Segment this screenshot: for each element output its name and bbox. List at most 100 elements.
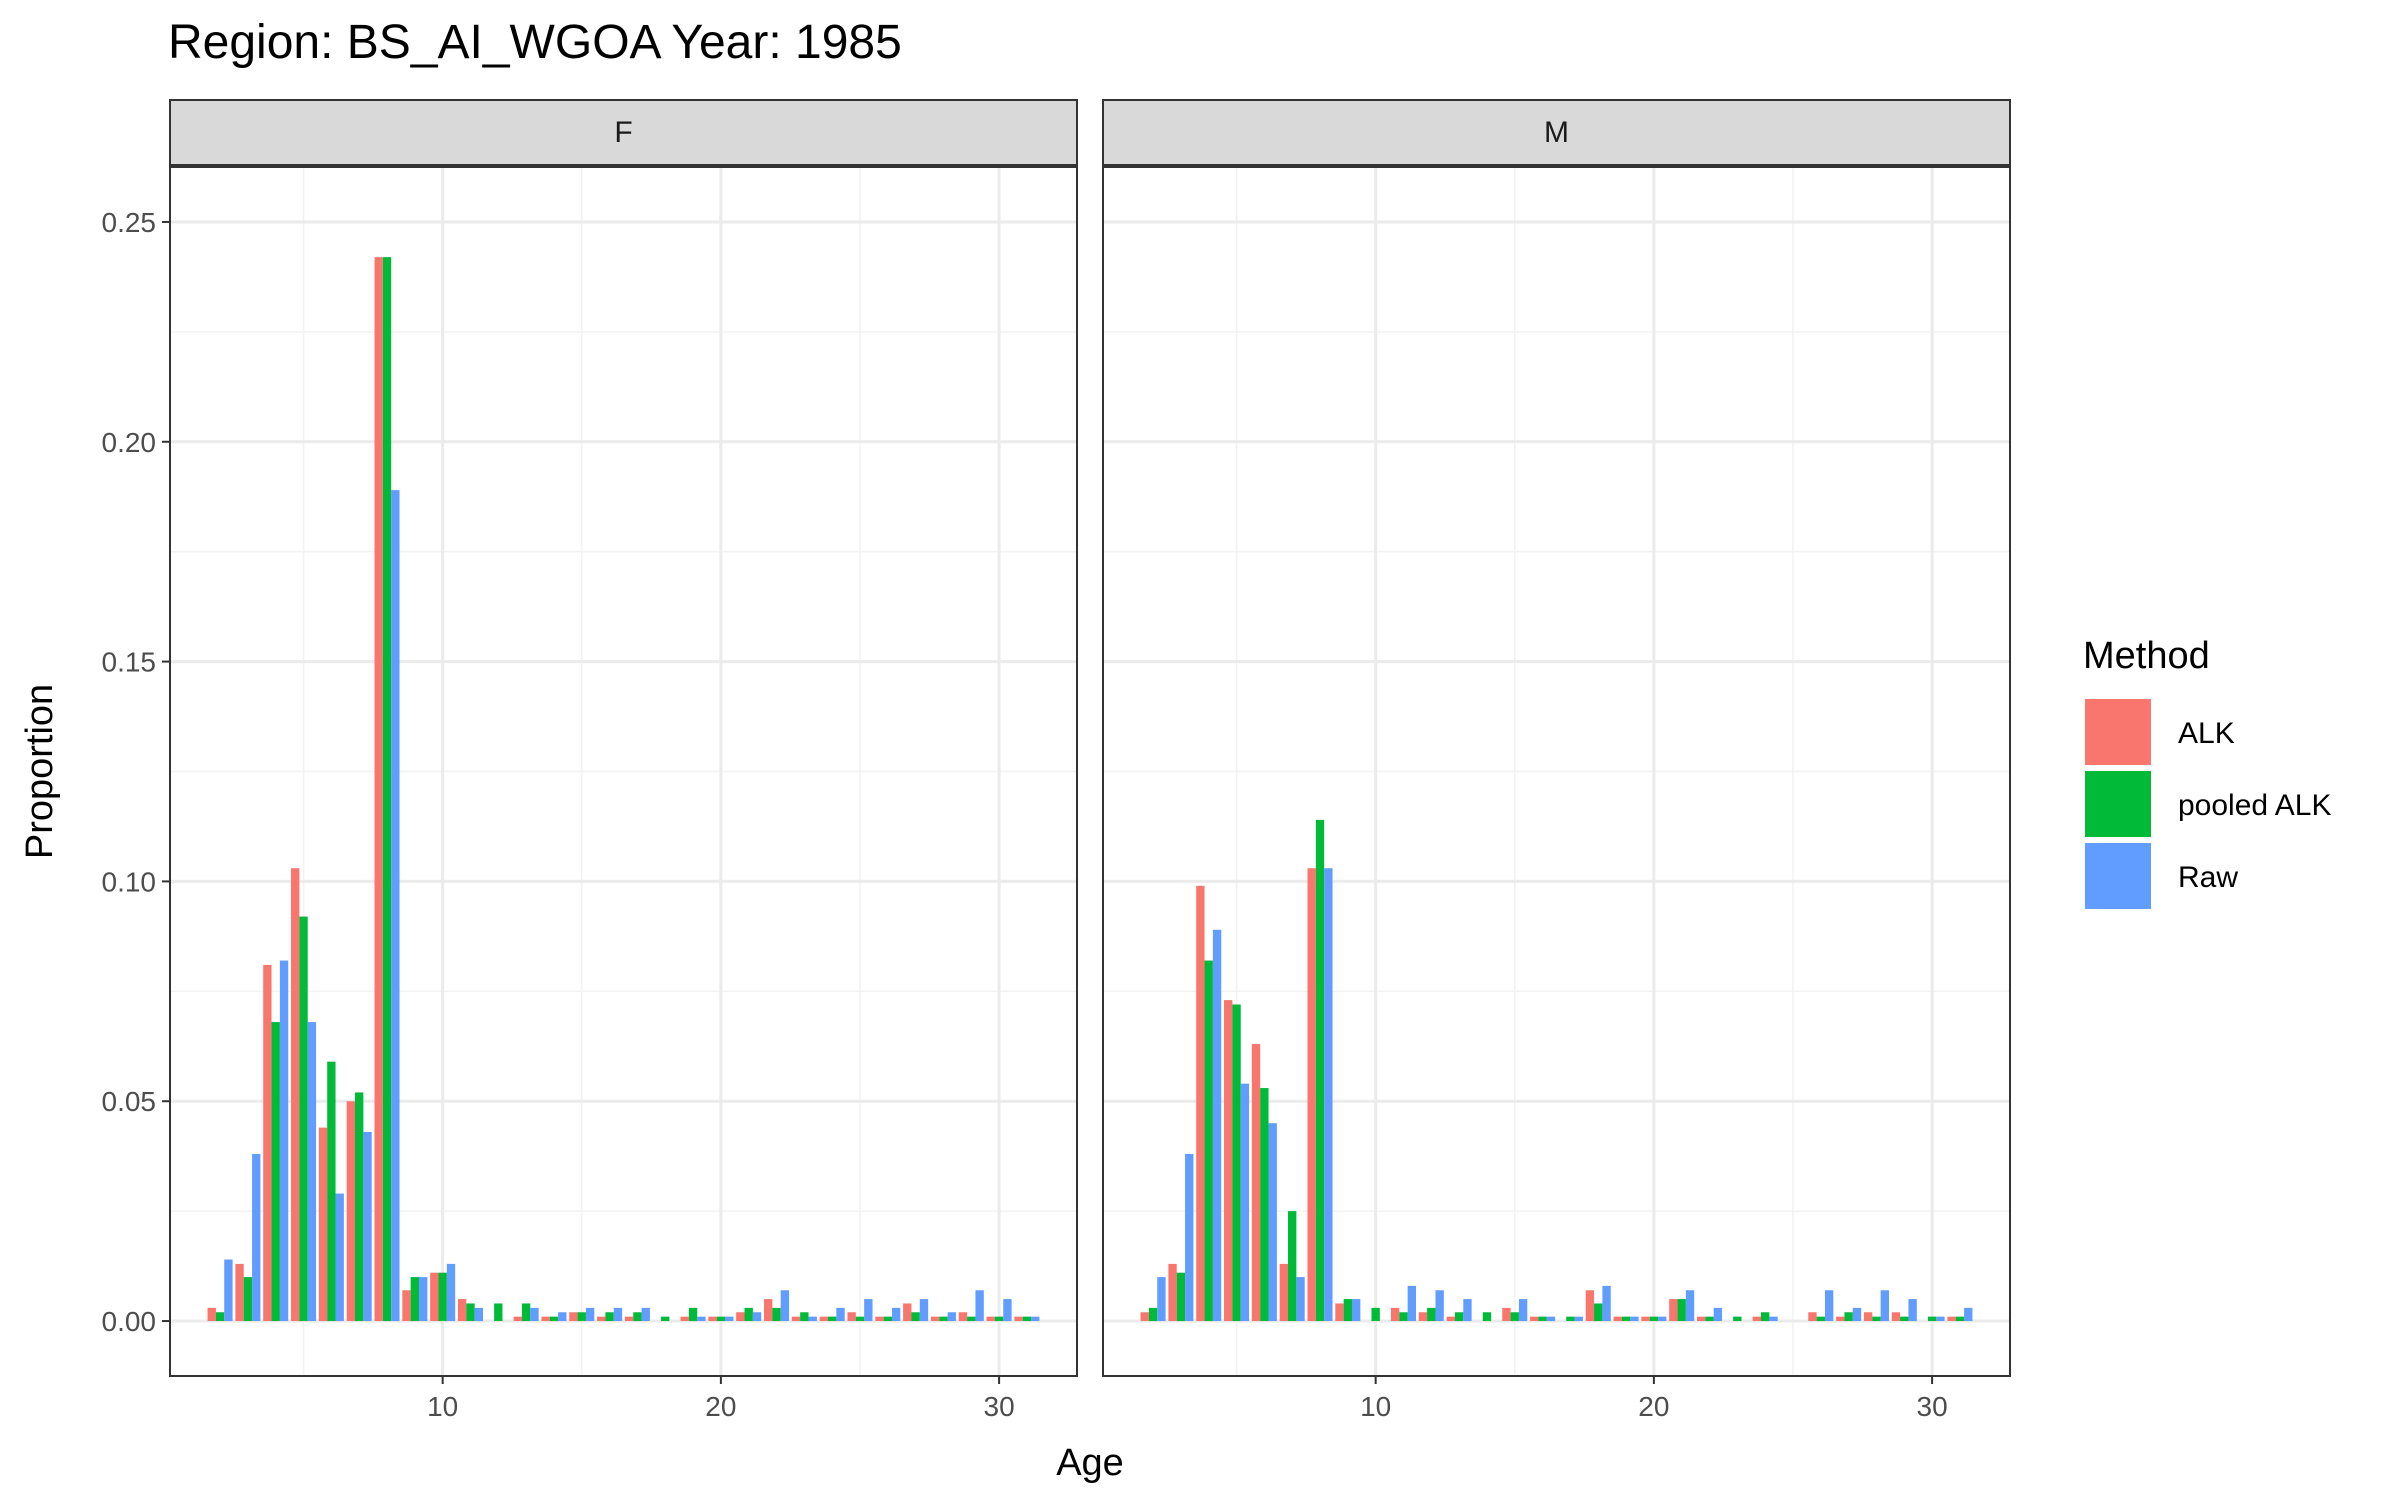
bar-M-raw-age-27 xyxy=(1853,1308,1861,1321)
bar-F-alk-age-25 xyxy=(847,1312,855,1321)
bar-F-alk-age-29 xyxy=(959,1312,967,1321)
bar-M-alk-age-4 xyxy=(1196,886,1204,1321)
bar-M-alk-age-3 xyxy=(1168,1264,1176,1321)
bar-M-pooled-alk-age-20 xyxy=(1650,1317,1658,1321)
bar-F-pooled-alk-age-20 xyxy=(717,1317,725,1321)
bar-M-alk-age-11 xyxy=(1391,1308,1399,1321)
bar-M-raw-age-26 xyxy=(1825,1290,1833,1321)
bar-M-alk-age-31 xyxy=(1947,1317,1955,1321)
bar-M-pooled-alk-age-21 xyxy=(1678,1299,1686,1321)
bar-M-raw-age-19 xyxy=(1630,1317,1638,1321)
bar-F-alk-age-31 xyxy=(1014,1317,1022,1321)
bar-M-raw-age-16 xyxy=(1547,1317,1555,1321)
bar-F-alk-age-4 xyxy=(263,965,271,1321)
bar-F-raw-age-23 xyxy=(809,1317,817,1321)
bar-M-pooled-alk-age-4 xyxy=(1205,961,1213,1322)
bar-M-raw-age-9 xyxy=(1352,1299,1360,1321)
bar-F-raw-age-28 xyxy=(948,1312,956,1321)
bar-F-pooled-alk-age-3 xyxy=(244,1277,252,1321)
bar-M-alk-age-27 xyxy=(1836,1317,1844,1321)
bar-F-raw-age-17 xyxy=(642,1308,650,1321)
bar-F-pooled-alk-age-30 xyxy=(995,1317,1003,1321)
bar-M-pooled-alk-age-24 xyxy=(1761,1312,1769,1321)
bar-M-pooled-alk-age-29 xyxy=(1900,1317,1908,1321)
bar-F-pooled-alk-age-17 xyxy=(633,1312,641,1321)
bar-F-pooled-alk-age-8 xyxy=(383,257,391,1321)
bar-F-raw-age-7 xyxy=(363,1132,371,1321)
bar-M-alk-age-24 xyxy=(1753,1317,1761,1321)
bar-M-raw-age-18 xyxy=(1602,1286,1610,1321)
bar-F-raw-age-5 xyxy=(308,1022,316,1321)
bar-M-pooled-alk-age-12 xyxy=(1427,1308,1435,1321)
bar-F-pooled-alk-age-16 xyxy=(605,1312,613,1321)
bar-F-alk-age-21 xyxy=(736,1312,744,1321)
bar-F-alk-age-15 xyxy=(569,1312,577,1321)
x-tick-label: 30 xyxy=(1917,1391,1948,1422)
bar-M-pooled-alk-age-5 xyxy=(1232,1005,1240,1322)
bar-F-alk-age-3 xyxy=(235,1264,243,1321)
bar-F-raw-age-8 xyxy=(391,490,399,1321)
legend-label: ALK xyxy=(2178,717,2235,750)
bar-M-pooled-alk-age-16 xyxy=(1538,1317,1546,1321)
bar-M-raw-age-22 xyxy=(1714,1308,1722,1321)
bar-F-raw-age-26 xyxy=(892,1308,900,1321)
bar-M-alk-age-18 xyxy=(1586,1290,1594,1321)
bar-F-alk-age-11 xyxy=(458,1299,466,1321)
bar-M-pooled-alk-age-30 xyxy=(1928,1317,1936,1321)
legend-key-raw xyxy=(2085,843,2151,909)
bar-M-pooled-alk-age-18 xyxy=(1594,1303,1602,1321)
bar-M-raw-age-30 xyxy=(1936,1317,1944,1321)
bar-F-alk-age-17 xyxy=(625,1317,633,1321)
bar-M-alk-age-15 xyxy=(1502,1308,1510,1321)
bar-F-raw-age-3 xyxy=(252,1154,260,1321)
bar-F-alk-age-6 xyxy=(319,1128,327,1321)
bar-F-alk-age-10 xyxy=(430,1273,438,1321)
bar-F-raw-age-19 xyxy=(697,1317,705,1321)
bar-M-alk-age-7 xyxy=(1280,1264,1288,1321)
legend-key-alk xyxy=(2085,699,2151,765)
bar-M-alk-age-9 xyxy=(1335,1303,1343,1321)
bar-F-pooled-alk-age-14 xyxy=(550,1317,558,1321)
x-tick-label: 10 xyxy=(427,1391,458,1422)
bar-F-alk-age-9 xyxy=(402,1290,410,1321)
bar-M-pooled-alk-age-2 xyxy=(1149,1308,1157,1321)
bar-F-pooled-alk-age-6 xyxy=(327,1062,335,1321)
bar-F-alk-age-7 xyxy=(347,1101,355,1321)
x-tick-label: 20 xyxy=(1638,1391,1669,1422)
bar-F-pooled-alk-age-25 xyxy=(856,1317,864,1321)
bar-F-pooled-alk-age-24 xyxy=(828,1317,836,1321)
bar-F-raw-age-13 xyxy=(530,1308,538,1321)
bar-M-pooled-alk-age-15 xyxy=(1511,1312,1519,1321)
bar-F-pooled-alk-age-18 xyxy=(661,1317,669,1321)
bar-F-raw-age-16 xyxy=(614,1308,622,1321)
bar-M-alk-age-16 xyxy=(1530,1317,1538,1321)
bar-M-pooled-alk-age-13 xyxy=(1455,1312,1463,1321)
bar-F-pooled-alk-age-11 xyxy=(466,1303,474,1321)
bar-F-alk-age-13 xyxy=(514,1317,522,1321)
bar-M-alk-age-29 xyxy=(1892,1312,1900,1321)
bar-F-pooled-alk-age-19 xyxy=(689,1308,697,1321)
bar-M-pooled-alk-age-17 xyxy=(1566,1317,1574,1321)
bar-F-raw-age-27 xyxy=(920,1299,928,1321)
bar-F-pooled-alk-age-7 xyxy=(355,1092,363,1321)
bar-M-raw-age-6 xyxy=(1269,1123,1277,1321)
bar-M-alk-age-28 xyxy=(1864,1312,1872,1321)
bar-M-pooled-alk-age-27 xyxy=(1844,1312,1852,1321)
bar-F-pooled-alk-age-10 xyxy=(438,1273,446,1321)
bar-F-alk-age-26 xyxy=(875,1317,883,1321)
bar-F-pooled-alk-age-12 xyxy=(494,1303,502,1321)
bar-M-pooled-alk-age-19 xyxy=(1622,1317,1630,1321)
bar-F-pooled-alk-age-28 xyxy=(939,1317,947,1321)
bar-F-raw-age-29 xyxy=(975,1290,983,1321)
bar-F-raw-age-4 xyxy=(280,961,288,1322)
bar-M-raw-age-20 xyxy=(1658,1317,1666,1321)
y-tick-label: 0.10 xyxy=(102,866,157,897)
bar-M-raw-age-17 xyxy=(1575,1317,1583,1321)
bar-F-alk-age-30 xyxy=(987,1317,995,1321)
bar-M-raw-age-5 xyxy=(1241,1084,1249,1321)
bar-F-raw-age-11 xyxy=(475,1308,483,1321)
bar-F-raw-age-10 xyxy=(447,1264,455,1321)
x-tick-label: 20 xyxy=(705,1391,736,1422)
legend-title: Method xyxy=(2083,635,2210,677)
legend-label: Raw xyxy=(2178,861,2238,894)
